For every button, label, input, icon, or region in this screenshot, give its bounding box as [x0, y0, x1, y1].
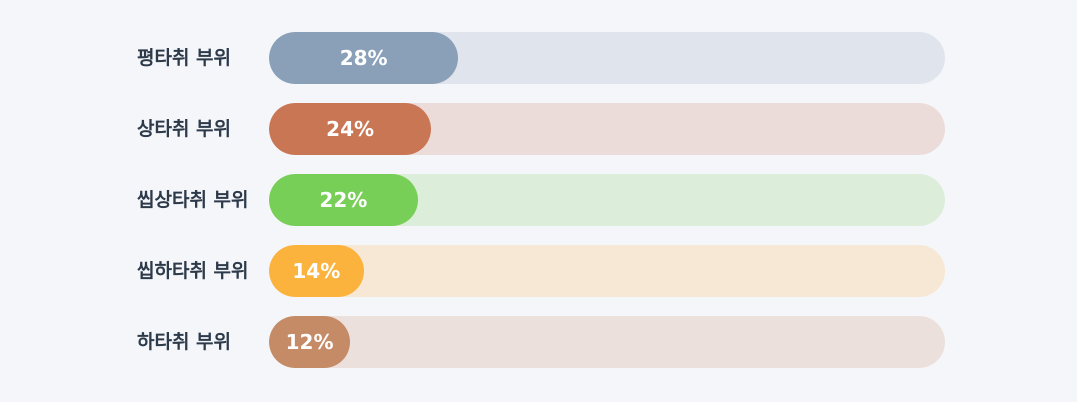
bar: 14% — [269, 245, 364, 297]
category-label: 평타취 부위 — [137, 47, 232, 69]
value-label: 28% — [339, 46, 388, 70]
track-fill — [269, 245, 945, 297]
bar-track: 28% — [269, 32, 945, 84]
bar-track: 14% — [269, 245, 945, 297]
category-label: 상타취 부위 — [137, 118, 232, 140]
bar-track: 22% — [269, 174, 945, 226]
category-label: 씹하타취 부위 — [137, 260, 249, 282]
category-label: 하타취 부위 — [137, 331, 232, 353]
value-label: 14% — [292, 259, 341, 283]
bar: 24% — [269, 103, 432, 155]
value-label: 24% — [326, 117, 375, 141]
category-label: 씹상타취 부위 — [137, 189, 249, 211]
value-label: 22% — [319, 188, 368, 212]
bar-track: 12% — [269, 316, 945, 368]
value-label: 12% — [285, 330, 334, 354]
bar-track: 24% — [269, 103, 945, 155]
track-fill — [269, 316, 945, 368]
bar: 28% — [269, 32, 459, 84]
bar: 12% — [269, 316, 351, 368]
bar: 22% — [269, 174, 418, 226]
